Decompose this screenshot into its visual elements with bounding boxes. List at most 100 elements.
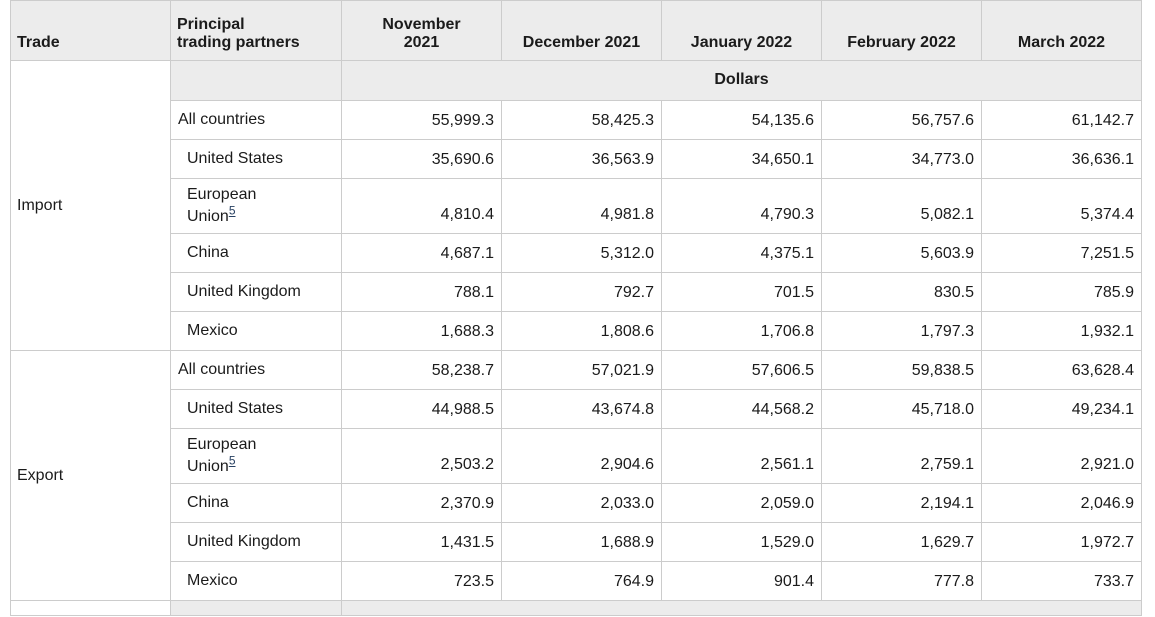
partner-label: European Union	[187, 436, 257, 475]
value-cell: 2,059.0	[661, 483, 822, 523]
partial-next-section-row	[10, 600, 1142, 616]
unit-band-dollars: Dollars	[341, 60, 1142, 101]
value-cell: 4,810.4	[341, 178, 502, 234]
value-cell: 901.4	[661, 561, 822, 601]
value-cell: 830.5	[821, 272, 982, 312]
column-header-mar-2022: March 2022	[981, 0, 1142, 61]
partner-cell: European Union5	[170, 178, 342, 234]
value-cell: 55,999.3	[341, 100, 502, 140]
footnote-superscript: 5	[229, 454, 236, 468]
value-cell: 2,194.1	[821, 483, 982, 523]
table-row: Export All countries 58,238.7 57,021.9 5…	[10, 350, 1142, 601]
partner-cell: China	[170, 233, 342, 273]
value-cell: 36,636.1	[981, 139, 1142, 179]
value-cell: 764.9	[501, 561, 662, 601]
trade-group-next	[10, 600, 171, 616]
value-cell: 1,431.5	[341, 522, 502, 562]
value-cell: 45,718.0	[821, 389, 982, 429]
value-cell: 1,529.0	[661, 522, 822, 562]
unit-band-row: Import Dollars	[10, 60, 1142, 351]
value-cell: 2,561.1	[661, 428, 822, 484]
value-cell: 2,759.1	[821, 428, 982, 484]
value-cell: 2,904.6	[501, 428, 662, 484]
table-row: European Union5 2,503.2 2,904.6 2,561.1 …	[11, 428, 1142, 484]
value-cell: 5,603.9	[821, 233, 982, 273]
value-cell: 57,606.5	[661, 350, 822, 390]
table-row: China 2,370.9 2,033.0 2,059.0 2,194.1 2,…	[11, 483, 1142, 523]
value-cell: 4,981.8	[501, 178, 662, 234]
value-cell: 785.9	[981, 272, 1142, 312]
value-cell: 7,251.5	[981, 233, 1142, 273]
value-cell: 34,773.0	[821, 139, 982, 179]
unit-band-empty-cell	[170, 60, 342, 101]
value-cell: 56,757.6	[821, 100, 982, 140]
value-cell: 1,629.7	[821, 522, 982, 562]
value-cell: 36,563.9	[501, 139, 662, 179]
column-header-dec-2021: December 2021	[501, 0, 662, 61]
value-cell: 63,628.4	[981, 350, 1142, 390]
value-cell: 788.1	[341, 272, 502, 312]
table-row: All countries 55,999.3 58,425.3 54,135.6…	[11, 100, 1142, 140]
partner-cell: All countries	[170, 100, 342, 140]
footnote-5-link[interactable]: 5	[228, 203, 236, 218]
trade-data-table: Trade Principal trading partners Novembe…	[10, 0, 1142, 616]
value-cell: 1,932.1	[981, 311, 1142, 351]
value-cell: 2,503.2	[341, 428, 502, 484]
column-header-trade: Trade	[10, 0, 171, 61]
value-cell: 61,142.7	[981, 100, 1142, 140]
table-row: Mexico 723.5 764.9 901.4 777.8 733.7	[11, 561, 1142, 601]
value-cell: 44,568.2	[661, 389, 822, 429]
value-cell: 777.8	[821, 561, 982, 601]
trade-group-import: Import	[10, 60, 171, 351]
table-row: United Kingdom 788.1 792.7 701.5 830.5 7…	[11, 272, 1142, 312]
table-row: European Union5 4,810.4 4,981.8 4,790.3 …	[11, 178, 1142, 234]
partner-cell: All countries	[170, 350, 342, 390]
value-cell: 1,972.7	[981, 522, 1142, 562]
value-cell: 5,374.4	[981, 178, 1142, 234]
table-row: United States 35,690.6 36,563.9 34,650.1…	[11, 139, 1142, 179]
value-cell: 4,790.3	[661, 178, 822, 234]
value-cell: 5,312.0	[501, 233, 662, 273]
partner-cell: European Union5	[170, 428, 342, 484]
column-header-nov-2021: November 2021	[341, 0, 502, 61]
value-cell: 1,688.3	[341, 311, 502, 351]
value-cell: 701.5	[661, 272, 822, 312]
column-header-partners: Principal trading partners	[170, 0, 342, 61]
table-row: United Kingdom 1,431.5 1,688.9 1,529.0 1…	[11, 522, 1142, 562]
partner-cell: United States	[170, 139, 342, 179]
value-cell: 59,838.5	[821, 350, 982, 390]
partner-cell: United Kingdom	[170, 522, 342, 562]
value-cell: 733.7	[981, 561, 1142, 601]
column-header-feb-2022: February 2022	[821, 0, 982, 61]
value-cell: 1,706.8	[661, 311, 822, 351]
value-cell: 723.5	[341, 561, 502, 601]
value-cell: 1,688.9	[501, 522, 662, 562]
header-row: Trade Principal trading partners Novembe…	[10, 0, 1142, 61]
value-cell: 57,021.9	[501, 350, 662, 390]
footnote-superscript: 5	[229, 204, 236, 218]
partner-cell: Mexico	[170, 561, 342, 601]
value-cell: 2,046.9	[981, 483, 1142, 523]
value-cell: 1,808.6	[501, 311, 662, 351]
value-cell: 34,650.1	[661, 139, 822, 179]
value-cell: 792.7	[501, 272, 662, 312]
value-cell: 2,033.0	[501, 483, 662, 523]
value-cell: 2,921.0	[981, 428, 1142, 484]
value-cell: 35,690.6	[341, 139, 502, 179]
footnote-5-link[interactable]: 5	[228, 453, 236, 468]
value-cell: 44,988.5	[341, 389, 502, 429]
partner-cell: United States	[170, 389, 342, 429]
column-header-jan-2022: January 2022	[661, 0, 822, 61]
value-cell: 43,674.8	[501, 389, 662, 429]
unit-band-empty-cell	[170, 600, 342, 616]
partner-cell: China	[170, 483, 342, 523]
value-cell: 1,797.3	[821, 311, 982, 351]
value-cell: 54,135.6	[661, 100, 822, 140]
value-cell: 58,238.7	[341, 350, 502, 390]
highlighted-value-cell: 49,234.1	[981, 389, 1142, 429]
table-row: China 4,687.1 5,312.0 4,375.1 5,603.9 7,…	[11, 233, 1142, 273]
partner-label: European Union	[187, 186, 257, 225]
unit-band-next	[341, 600, 1142, 616]
value-cell: 2,370.9	[341, 483, 502, 523]
partner-cell: Mexico	[170, 311, 342, 351]
